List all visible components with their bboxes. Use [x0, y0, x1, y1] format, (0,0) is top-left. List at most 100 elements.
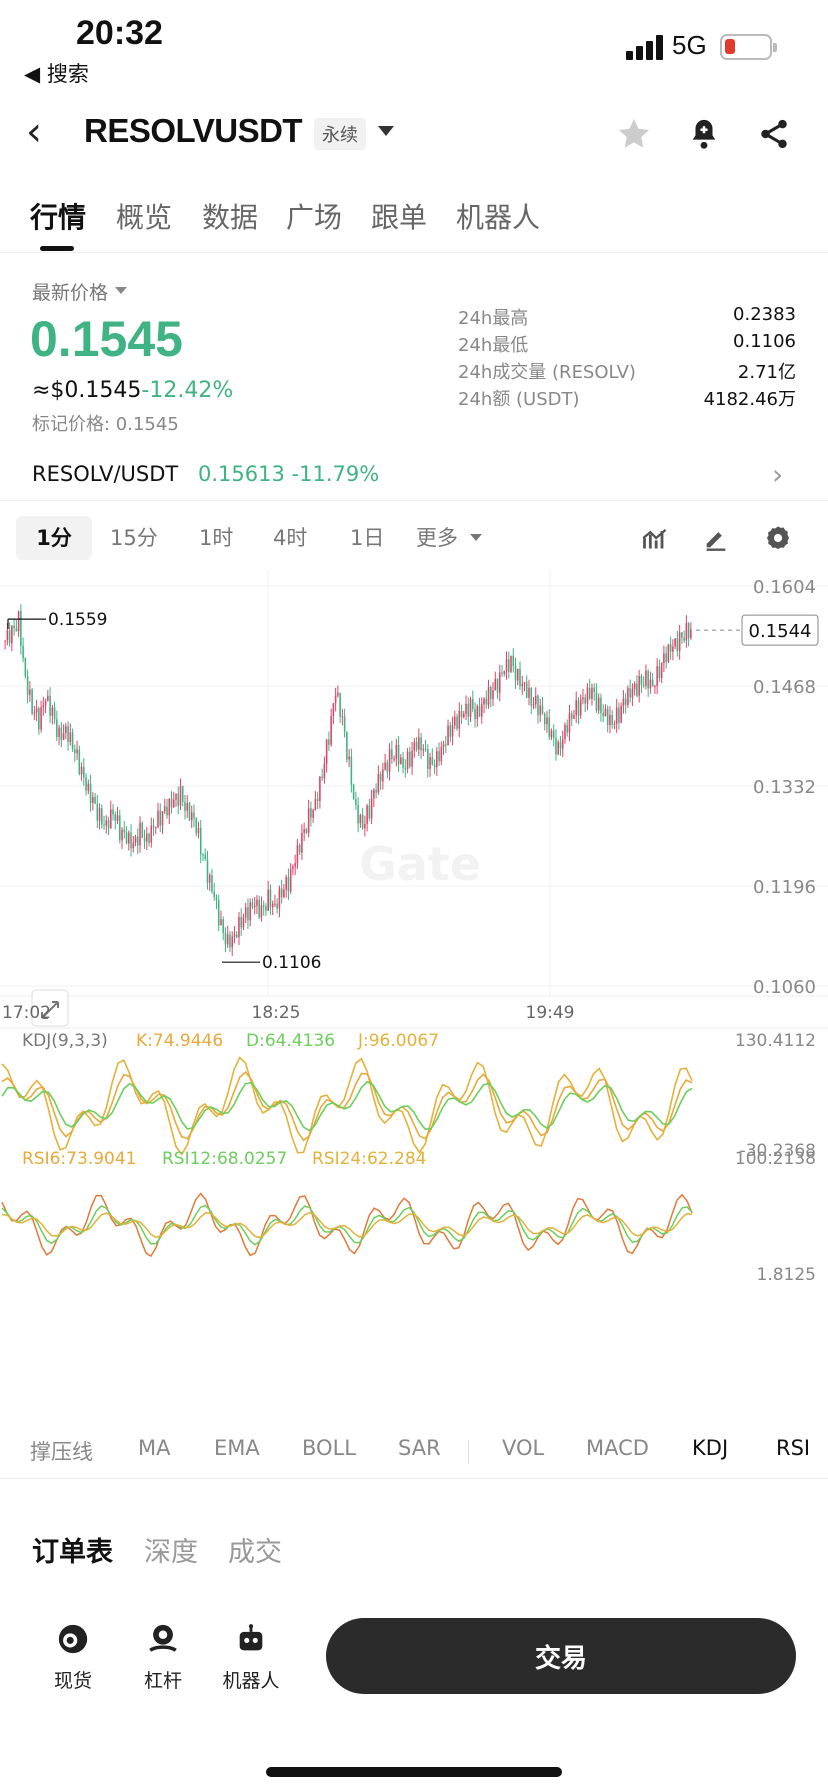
back-chevron-icon[interactable]: ‹ — [26, 109, 42, 155]
tab-trades[interactable]: 成交 — [228, 1537, 282, 1568]
candle-body — [575, 700, 577, 716]
kdj-min-label: -30.2368 — [740, 1141, 816, 1161]
timeframe-15m[interactable]: 15分 — [110, 526, 158, 550]
spot-pair-label[interactable]: RESOLV/USDT — [32, 462, 179, 486]
tab-robot[interactable]: 机器人 — [456, 201, 541, 234]
tab-depth[interactable]: 深度 — [144, 1537, 198, 1568]
fullscreen-icon — [41, 1001, 59, 1019]
candle-body — [431, 757, 434, 765]
indicator-rsi[interactable]: RSI — [776, 1436, 811, 1460]
candle-body — [161, 811, 164, 826]
candle-body — [71, 732, 74, 750]
usd-price-row: ≈$0.1545-12.42% — [32, 378, 233, 403]
spot-icon — [58, 1624, 88, 1654]
contract-symbol[interactable]: RESOLVUSDT — [84, 112, 303, 149]
rsi12-value: RSI12:68.0257 — [162, 1149, 287, 1169]
candle-body — [449, 725, 452, 737]
candle-body — [251, 902, 254, 908]
candle-body — [498, 672, 501, 693]
candle-body — [483, 698, 485, 705]
timeframe-1h[interactable]: 1时 — [199, 526, 234, 550]
tab-market[interactable]: 行情 — [30, 201, 87, 234]
gate-watermark: Gate — [359, 837, 481, 891]
tab-overview[interactable]: 概览 — [116, 201, 173, 234]
candle-body — [186, 803, 189, 811]
candle-body — [348, 756, 350, 760]
candle-body — [193, 812, 195, 819]
more-dropdown-icon[interactable] — [470, 534, 482, 541]
favorite-star-icon[interactable] — [612, 112, 656, 156]
candle-body — [294, 863, 296, 867]
candle-body — [521, 683, 524, 687]
indicator-ema[interactable]: EMA — [214, 1436, 260, 1460]
kline-chart-area[interactable]: 0.1604 0.1468 0.1332 0.1196 0.1060 Gate 0.1559… — [0, 570, 828, 1450]
candle-body — [552, 730, 555, 738]
symbol-dropdown-icon[interactable] — [378, 126, 394, 136]
candle-body — [316, 799, 319, 802]
indicator-support-resistance[interactable]: 撑压线 — [30, 1440, 93, 1464]
chevron-right-icon[interactable]: › — [772, 458, 784, 491]
indicator-chart-icon[interactable] — [640, 524, 670, 556]
timeframe-1d[interactable]: 1日 — [350, 526, 385, 550]
candle-body — [301, 832, 303, 853]
candle-body — [119, 815, 121, 841]
timeframe-more[interactable]: 更多 — [416, 526, 458, 550]
candle-body — [6, 630, 9, 641]
latest-price-dropdown-icon[interactable] — [115, 287, 127, 294]
candle-body — [177, 793, 180, 806]
candle-body — [319, 776, 321, 802]
kdj-d-line — [1, 1080, 693, 1132]
candle-body — [179, 786, 182, 806]
timeframe-4h[interactable]: 4时 — [273, 526, 308, 550]
tab-copy-trading[interactable]: 跟单 — [371, 201, 428, 234]
candle-body — [4, 640, 6, 642]
share-icon[interactable] — [752, 112, 796, 156]
candle-body — [107, 820, 110, 829]
candle-body — [150, 825, 153, 843]
trade-button[interactable]: 交易 — [326, 1618, 796, 1694]
low-price-label: 0.1106 — [262, 953, 321, 973]
kdj-label: KDJ(9,3,3) — [22, 1031, 108, 1051]
candle-body — [514, 665, 517, 681]
timeframe-1m[interactable]: 1分 — [16, 516, 92, 560]
indicator-boll[interactable]: BOLL — [302, 1436, 356, 1460]
chart-settings-gear-icon[interactable] — [764, 524, 792, 556]
candle-body — [467, 704, 470, 717]
drawing-pen-icon[interactable] — [702, 524, 730, 556]
candle-body — [33, 712, 36, 714]
tab-square[interactable]: 广场 — [286, 201, 343, 234]
back-to-search[interactable]: ◀ 搜索 — [24, 62, 89, 86]
candle-body — [433, 764, 436, 768]
candle-body — [458, 710, 461, 729]
indicator-vol[interactable]: VOL — [502, 1436, 545, 1460]
indicator-ma[interactable]: MA — [138, 1436, 171, 1460]
indicator-sar[interactable]: SAR — [398, 1436, 441, 1460]
candle-body — [393, 758, 395, 760]
candle-body — [600, 697, 602, 714]
indicator-macd[interactable]: MACD — [586, 1436, 649, 1460]
nav-spot[interactable]: 现货 — [28, 1622, 118, 1693]
tab-order-book[interactable]: 订单表 — [32, 1537, 113, 1568]
candle-body — [469, 698, 472, 717]
candle-body — [494, 679, 497, 691]
latest-price-label[interactable]: 最新价格 — [32, 282, 109, 304]
candle-body — [114, 814, 117, 821]
candle-body — [175, 793, 177, 800]
candle-body — [96, 803, 99, 821]
candle-body — [541, 705, 544, 714]
candle-body — [550, 730, 553, 737]
candle-body — [168, 798, 171, 816]
candle-body — [474, 709, 476, 720]
candle-body — [280, 888, 283, 898]
tab-data[interactable]: 数据 — [202, 201, 259, 234]
indicator-divider — [468, 1440, 469, 1464]
nav-robot[interactable]: 机器人 — [206, 1622, 296, 1693]
candle-body — [586, 687, 589, 704]
candle-body — [505, 659, 508, 672]
candle-body — [636, 683, 638, 696]
status-time: 20:32 — [76, 14, 163, 52]
indicator-kdj[interactable]: KDJ — [692, 1436, 729, 1460]
price-alert-bell-icon[interactable] — [682, 112, 726, 156]
nav-margin[interactable]: 杠杆 — [118, 1622, 208, 1693]
kline-chart[interactable]: 0.1604 0.1468 0.1332 0.1196 0.1060 Gate 0.1559… — [0, 570, 828, 1450]
